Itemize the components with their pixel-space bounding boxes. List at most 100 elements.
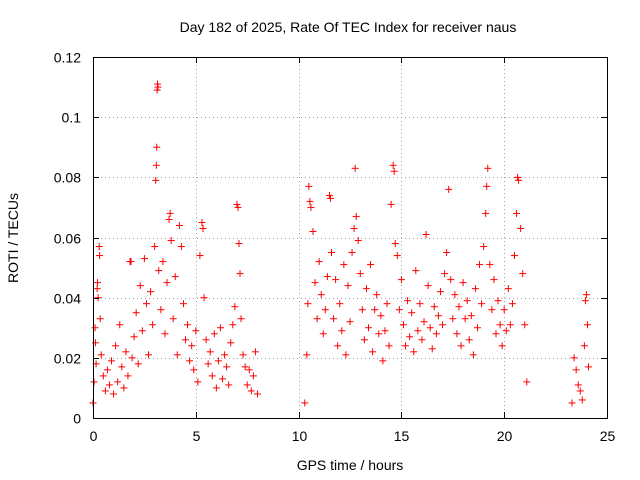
data-point — [422, 230, 430, 238]
data-point — [315, 258, 323, 266]
data-point — [381, 327, 389, 335]
data-point — [253, 390, 261, 398]
data-point — [572, 366, 580, 374]
data-point — [171, 273, 179, 281]
data-point — [153, 143, 161, 151]
data-point — [169, 315, 177, 323]
data-point — [165, 215, 173, 223]
data-point — [443, 249, 451, 257]
data-point — [432, 330, 440, 338]
data-point — [127, 258, 135, 266]
data-point — [397, 276, 405, 284]
plot-frame — [93, 57, 608, 419]
data-point — [325, 191, 333, 199]
data-point — [206, 348, 214, 356]
data-point — [500, 306, 508, 314]
data-point — [371, 306, 379, 314]
data-point — [570, 354, 578, 362]
data-point — [461, 315, 469, 323]
data-point — [365, 324, 373, 332]
data-point — [418, 336, 426, 344]
gridlines — [93, 57, 607, 418]
data-point — [196, 252, 204, 260]
data-point — [145, 351, 153, 359]
data-point — [96, 315, 104, 323]
data-point — [391, 240, 399, 248]
data-point — [385, 342, 393, 350]
data-point — [346, 318, 354, 326]
chart-title: Day 182 of 2025, Rate Of TEC Index for r… — [180, 19, 517, 35]
data-points — [89, 80, 592, 407]
data-point — [414, 327, 422, 335]
data-point — [515, 176, 523, 184]
data-point — [338, 327, 346, 335]
data-point — [375, 330, 383, 338]
data-point — [91, 324, 99, 332]
data-point — [204, 360, 212, 368]
data-point — [231, 303, 239, 311]
x-axis-label: GPS time / hours — [297, 457, 404, 473]
data-point — [200, 294, 208, 302]
x-tick-label: 10 — [292, 428, 308, 444]
data-point — [317, 291, 325, 299]
data-point — [163, 279, 171, 287]
data-point — [354, 237, 362, 245]
y-tick-label: 0.02 — [54, 351, 81, 367]
data-point — [336, 300, 344, 308]
data-point — [332, 276, 340, 284]
data-point — [130, 333, 138, 341]
data-point — [514, 173, 522, 181]
data-point — [441, 270, 449, 278]
data-point — [449, 315, 457, 323]
data-point — [455, 303, 463, 311]
data-point — [154, 83, 162, 91]
data-point — [436, 288, 444, 296]
data-point — [348, 249, 356, 257]
data-point — [306, 197, 314, 205]
data-point — [99, 372, 107, 380]
data-point — [159, 258, 167, 266]
data-point — [241, 363, 249, 371]
data-point — [351, 164, 359, 172]
data-point — [184, 321, 192, 329]
data-point — [221, 351, 229, 359]
data-point — [210, 330, 218, 338]
data-point — [219, 375, 227, 383]
data-point — [465, 336, 473, 344]
data-point — [319, 330, 327, 338]
data-point — [124, 372, 132, 380]
data-point — [502, 327, 510, 335]
x-tick-label: 15 — [394, 428, 410, 444]
data-point — [406, 333, 414, 341]
data-point — [90, 378, 98, 386]
data-point — [243, 381, 251, 389]
data-point — [498, 342, 506, 350]
data-point — [233, 200, 241, 208]
data-point — [424, 282, 432, 290]
data-point — [404, 297, 412, 305]
data-point — [223, 363, 231, 371]
data-point — [142, 300, 150, 308]
data-point — [402, 342, 410, 350]
data-point — [323, 273, 331, 281]
data-point — [245, 366, 253, 374]
data-point — [321, 306, 329, 314]
data-point — [469, 351, 477, 359]
data-point — [153, 86, 161, 94]
data-point — [249, 372, 257, 380]
data-point — [467, 312, 475, 320]
data-point — [459, 279, 467, 287]
data-point — [186, 357, 194, 365]
data-point — [416, 300, 424, 308]
data-point — [212, 384, 220, 392]
data-point — [473, 324, 481, 332]
data-point — [342, 351, 350, 359]
data-point — [303, 351, 311, 359]
data-point — [494, 297, 502, 305]
data-point — [521, 321, 529, 329]
data-point — [426, 324, 434, 332]
data-point — [488, 306, 496, 314]
data-point — [155, 267, 163, 275]
data-point — [510, 252, 518, 260]
data-point — [175, 221, 183, 229]
